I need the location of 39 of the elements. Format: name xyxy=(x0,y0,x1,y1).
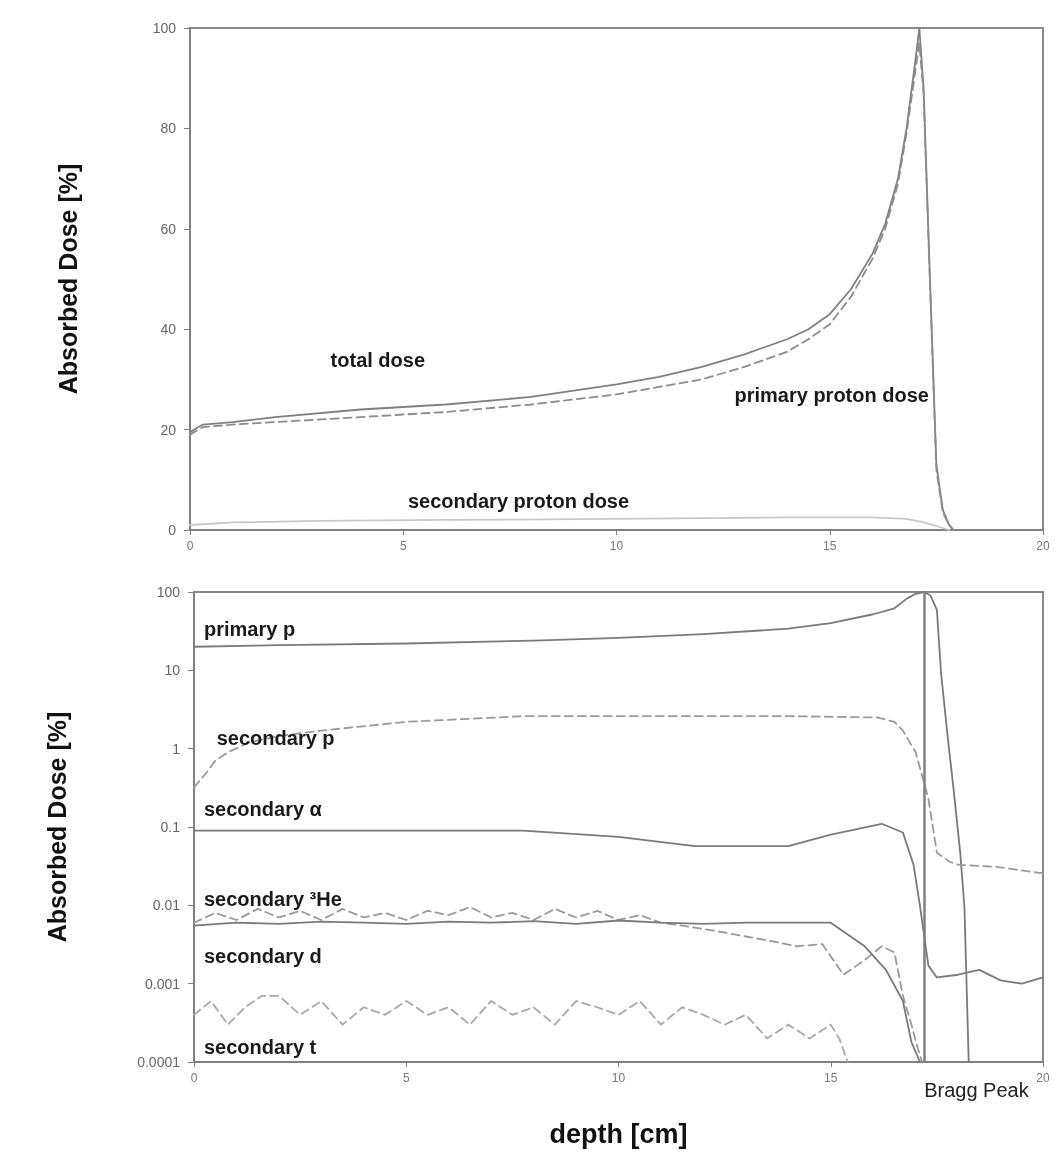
y-tick-label: 0.01 xyxy=(152,897,181,914)
x-axis-title: depth [cm] xyxy=(549,1118,688,1149)
x-tick-label: 10 xyxy=(609,539,624,553)
series-label: secondary proton dose xyxy=(407,489,630,512)
y-tick-label: 100 xyxy=(156,584,181,600)
line-series xyxy=(193,994,849,1063)
x-tick-label: 20 xyxy=(1036,539,1050,553)
x-tick-label: 15 xyxy=(823,539,837,553)
line-series xyxy=(193,715,1044,874)
y-tick-label: 40 xyxy=(160,321,177,338)
y-tick-label: 0.0001 xyxy=(137,1054,181,1070)
series-label: secondary ³He xyxy=(204,887,342,910)
ref-line-label: Bragg Peak xyxy=(924,1079,1030,1101)
y-tick-label: 10 xyxy=(164,662,181,679)
y-axis-title: Absorbed Dose [%] xyxy=(42,711,71,943)
series-label: secondary t xyxy=(204,1035,317,1058)
y-tick-label: 100 xyxy=(152,20,177,36)
y-tick-label: 20 xyxy=(160,421,177,438)
x-tick-label: 5 xyxy=(399,539,407,553)
x-tick-label: 15 xyxy=(824,1071,838,1085)
x-tick-label: 20 xyxy=(1036,1071,1050,1085)
series-label: primary proton dose xyxy=(734,383,929,406)
y-tick-label: 0 xyxy=(168,522,177,538)
y-tick-label: 80 xyxy=(160,120,177,137)
series-label: secondary α xyxy=(204,797,323,820)
y-tick-label: 0.1 xyxy=(160,819,181,835)
y-tick-label: 60 xyxy=(160,220,177,237)
series-label: secondary d xyxy=(204,944,322,967)
x-tick-label: 5 xyxy=(402,1071,410,1085)
y-tick-label: 1 xyxy=(172,740,181,757)
y-tick-label: 0.001 xyxy=(144,975,181,992)
y-axis-title: Absorbed Dose [%] xyxy=(53,163,82,395)
x-tick-label: 0 xyxy=(186,539,194,553)
series-label: total dose xyxy=(330,348,426,371)
line-series xyxy=(189,516,951,531)
series-label: secondary p xyxy=(216,727,335,750)
x-tick-label: 0 xyxy=(190,1071,198,1085)
x-tick-label: 10 xyxy=(611,1071,626,1085)
series-label: primary p xyxy=(204,617,296,640)
